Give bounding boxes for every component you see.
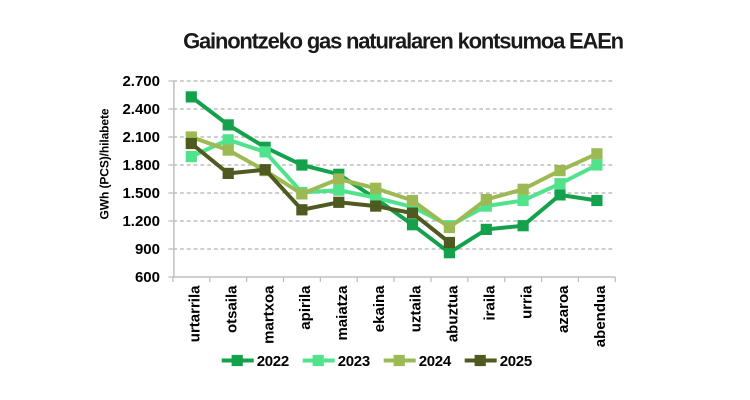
svg-text:2022: 2022 <box>257 353 289 370</box>
svg-text:otsaila: otsaila <box>223 285 240 333</box>
svg-text:apirila: apirila <box>297 285 314 330</box>
svg-text:urtarrila: urtarrila <box>187 285 204 342</box>
svg-text:uztaila: uztaila <box>408 285 425 332</box>
svg-text:Gainontzeko gas naturalaren ko: Gainontzeko gas naturalaren kontsumoa EA… <box>183 29 624 54</box>
svg-text:urria: urria <box>518 285 535 319</box>
svg-text:GWh (PCS)/hilabete: GWh (PCS)/hilabete <box>97 108 111 219</box>
svg-text:1.200: 1.200 <box>122 213 160 230</box>
svg-text:2.400: 2.400 <box>122 101 160 118</box>
svg-text:1.500: 1.500 <box>122 185 160 202</box>
svg-text:2024: 2024 <box>419 353 452 370</box>
svg-text:martxoa: martxoa <box>260 285 277 344</box>
svg-text:1.800: 1.800 <box>122 157 160 174</box>
svg-text:ekaina: ekaina <box>371 285 388 332</box>
svg-text:900: 900 <box>135 241 160 258</box>
svg-text:azaroa: azaroa <box>555 285 572 333</box>
svg-text:600: 600 <box>135 269 160 286</box>
svg-text:maiatza: maiatza <box>334 285 351 341</box>
svg-text:abuztua: abuztua <box>445 285 462 342</box>
svg-text:2023: 2023 <box>338 353 370 370</box>
svg-text:2025: 2025 <box>500 353 532 370</box>
svg-text:iraila: iraila <box>482 285 499 321</box>
svg-text:2.700: 2.700 <box>122 73 160 90</box>
svg-text:abendua: abendua <box>592 285 609 347</box>
svg-text:2.100: 2.100 <box>122 129 160 146</box>
